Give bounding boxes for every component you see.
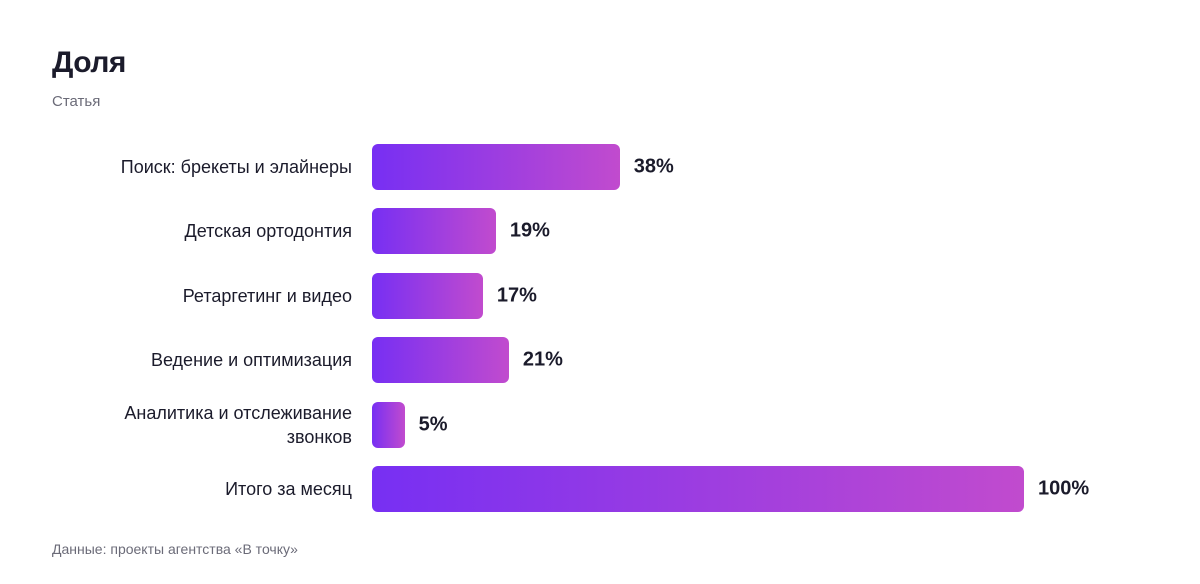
value-label: 38%	[633, 155, 674, 178]
bar	[372, 208, 496, 255]
value-label: 100%	[1038, 477, 1090, 500]
category-label: Ретаргетинг и видео	[182, 285, 352, 306]
chart-subtitle: Статья	[52, 93, 101, 110]
bar	[372, 401, 405, 448]
category-label: Ведение и оптимизация	[150, 350, 352, 371]
category-label: Поиск: брекеты и элайнеры	[120, 157, 352, 177]
bar	[372, 337, 509, 384]
source-note: Данные: проекты агентства «В точку»	[52, 541, 298, 557]
value-label: 5%	[418, 413, 448, 436]
bar	[372, 144, 620, 190]
category-label: Детская ортодонтия	[184, 221, 352, 242]
value-label: 17%	[496, 284, 537, 307]
value-label: 19%	[509, 219, 550, 242]
category-label: Итого за месяц	[225, 479, 352, 499]
category-label: Аналитика и отслеживание звонков	[124, 402, 352, 447]
bar	[372, 272, 483, 319]
bar	[372, 466, 1024, 512]
chart-title: Доля	[52, 46, 126, 79]
value-label: 21%	[522, 348, 563, 371]
